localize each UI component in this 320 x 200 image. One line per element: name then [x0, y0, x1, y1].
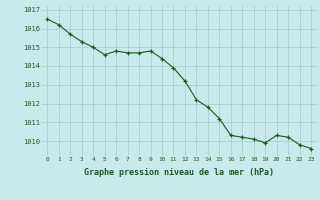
X-axis label: Graphe pression niveau de la mer (hPa): Graphe pression niveau de la mer (hPa) [84, 168, 274, 177]
